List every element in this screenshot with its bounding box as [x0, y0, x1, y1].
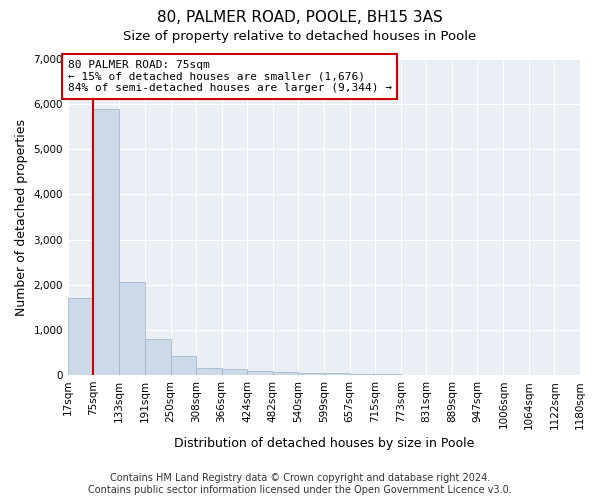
Bar [145, 339, 170, 375]
Bar [196, 368, 221, 375]
Bar [324, 373, 350, 375]
Bar [170, 356, 196, 375]
Text: Contains HM Land Registry data © Crown copyright and database right 2024.
Contai: Contains HM Land Registry data © Crown c… [88, 474, 512, 495]
Bar [298, 373, 324, 375]
Bar [375, 374, 401, 375]
Text: 80, PALMER ROAD, POOLE, BH15 3AS: 80, PALMER ROAD, POOLE, BH15 3AS [157, 10, 443, 25]
Bar [350, 374, 375, 375]
Bar [272, 372, 298, 375]
Bar [221, 369, 247, 375]
Bar [68, 298, 94, 375]
Bar [247, 371, 272, 375]
Bar [119, 282, 145, 375]
Bar [94, 108, 119, 375]
Y-axis label: Number of detached properties: Number of detached properties [15, 118, 28, 316]
X-axis label: Distribution of detached houses by size in Poole: Distribution of detached houses by size … [174, 437, 474, 450]
Text: 80 PALMER ROAD: 75sqm
← 15% of detached houses are smaller (1,676)
84% of semi-d: 80 PALMER ROAD: 75sqm ← 15% of detached … [68, 60, 392, 93]
Text: Size of property relative to detached houses in Poole: Size of property relative to detached ho… [124, 30, 476, 43]
